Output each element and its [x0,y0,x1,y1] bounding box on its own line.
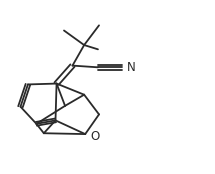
Text: O: O [90,130,99,143]
Text: N: N [127,61,136,74]
